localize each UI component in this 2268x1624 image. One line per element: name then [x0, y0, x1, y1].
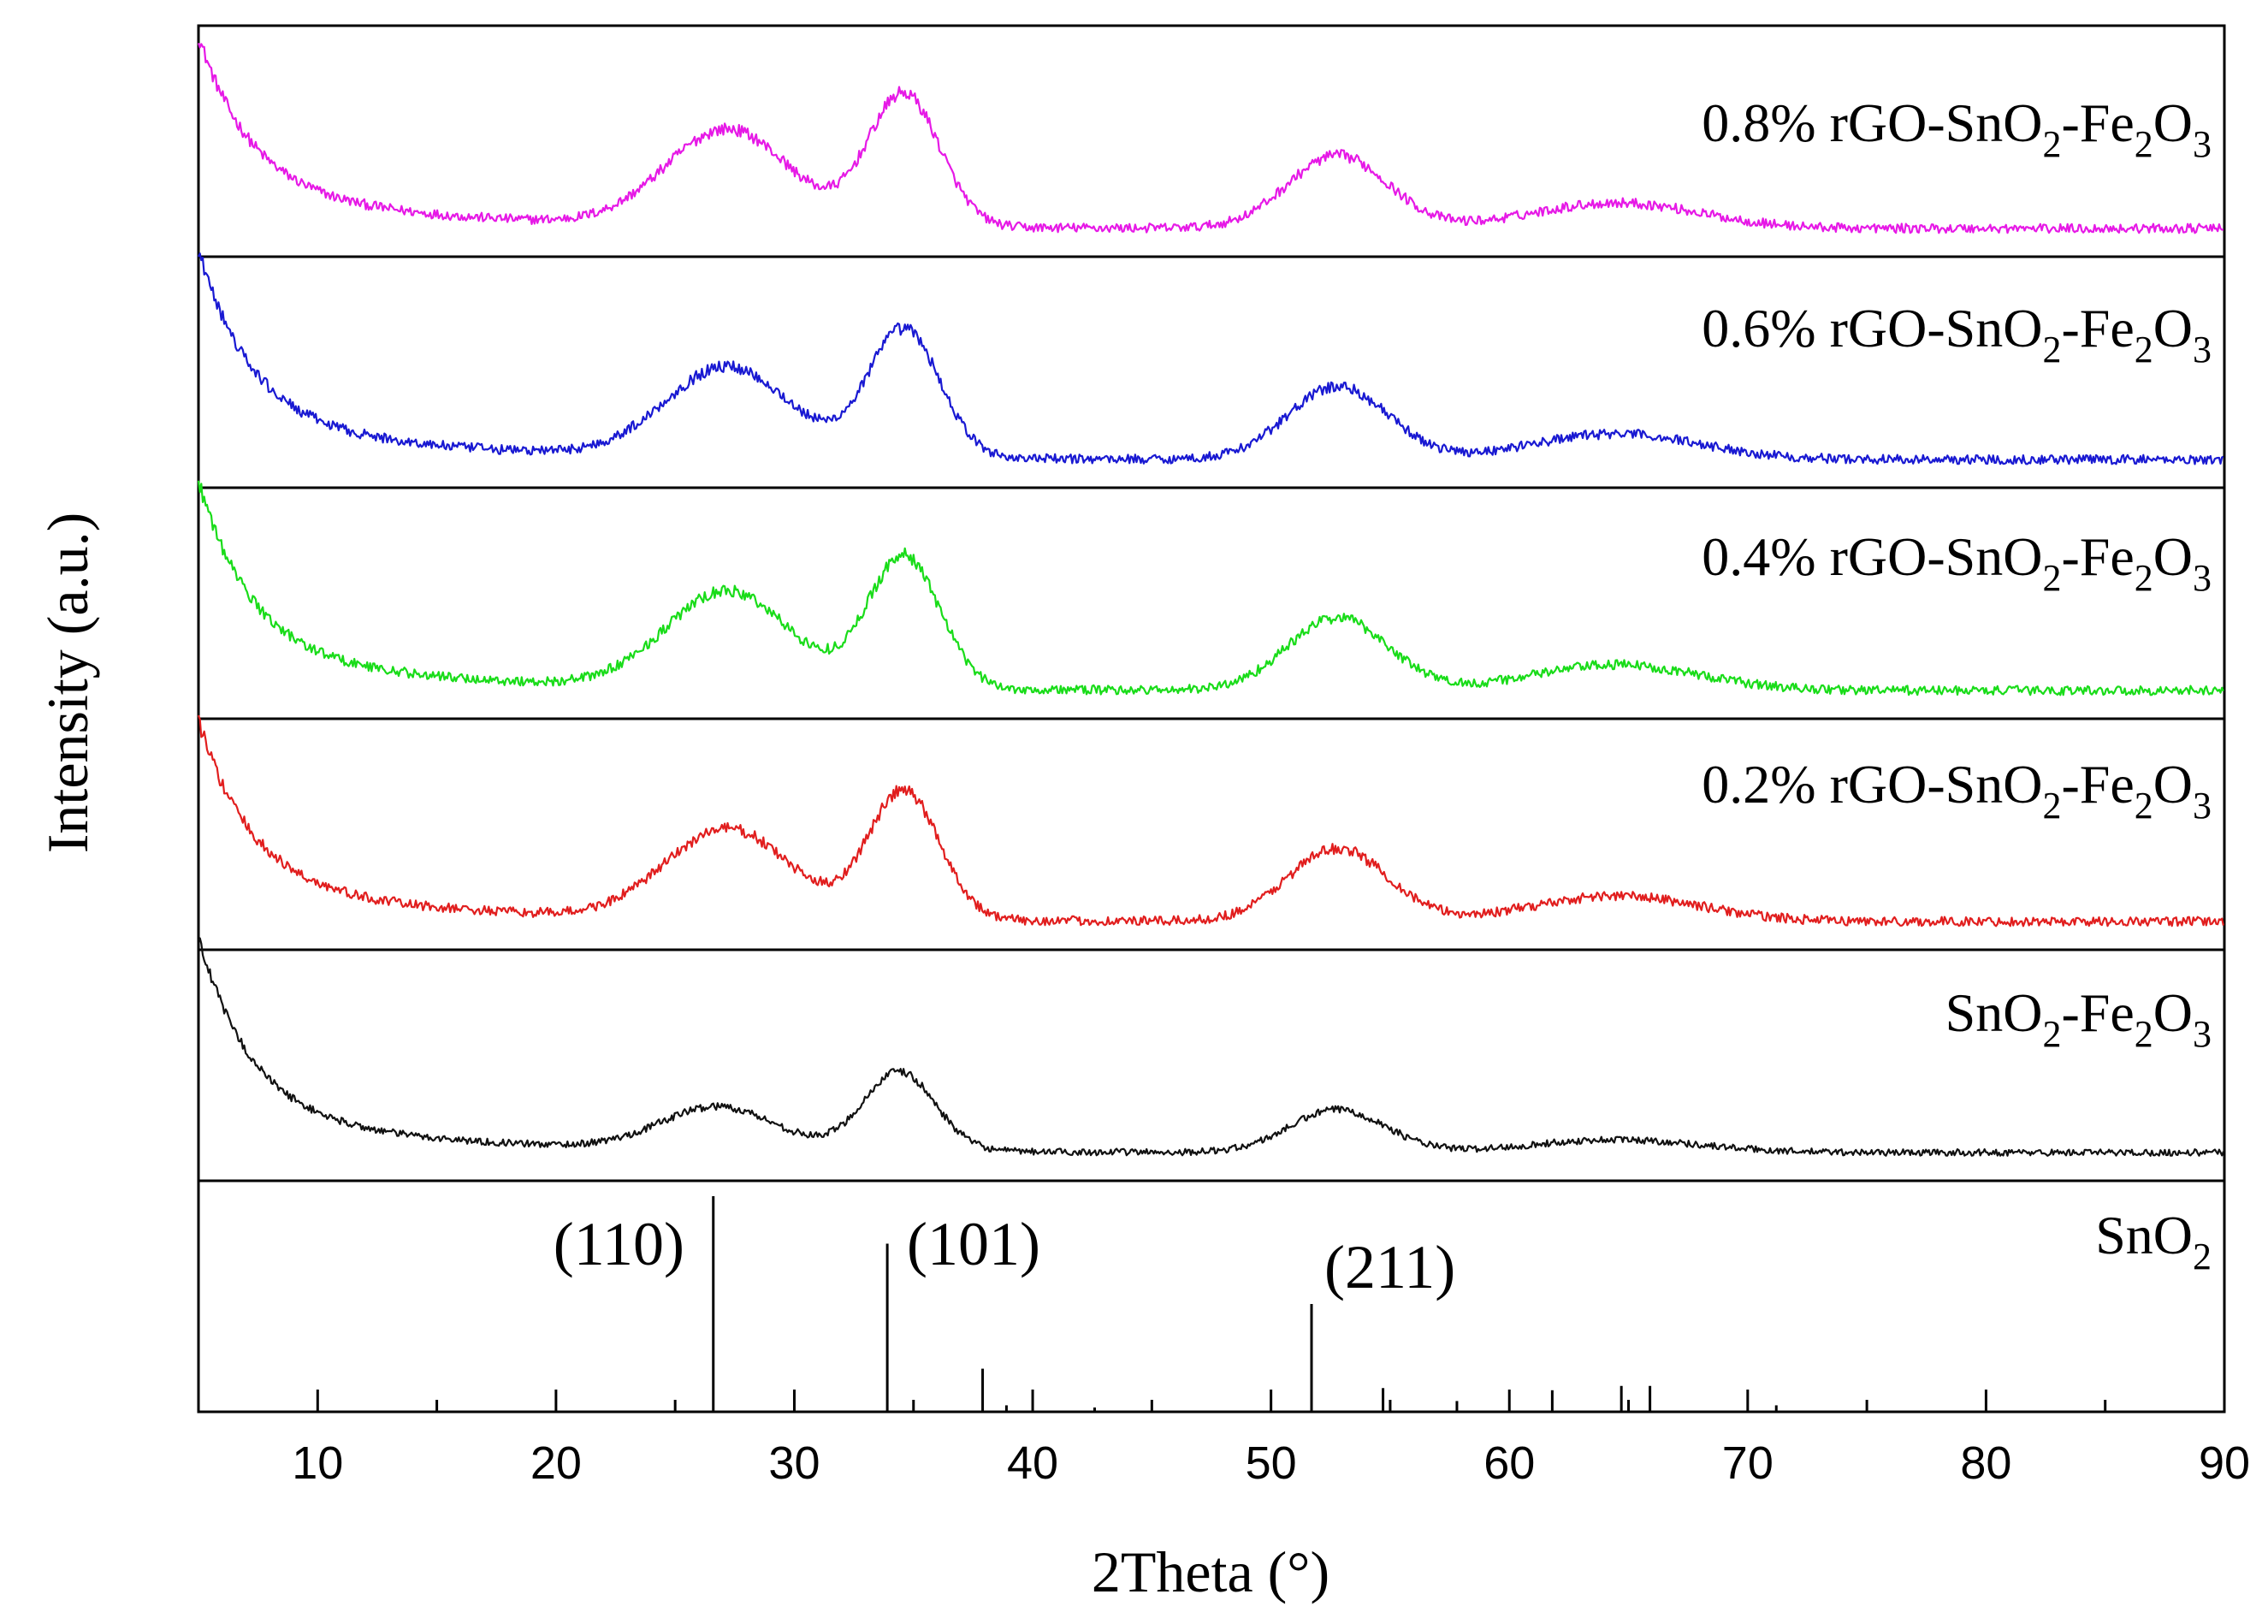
- x-tick-label: 60: [1483, 1437, 1535, 1489]
- x-axis: 10 20 30 40 50 60 70 80 90: [197, 1390, 2250, 1489]
- series-line-3: [197, 714, 2224, 928]
- series-label-0: 0.8% rGO-SnO2-Fe2O3: [1702, 92, 2212, 165]
- reference-label: SnO2: [2095, 1205, 2212, 1277]
- x-tick-label: 80: [1960, 1437, 2011, 1489]
- series-label-1: 0.6% rGO-SnO2-Fe2O3: [1702, 298, 2212, 370]
- panel-frame: [197, 948, 2226, 1182]
- x-tick-label: 10: [292, 1437, 343, 1489]
- series-label-3: 0.2% rGO-SnO2-Fe2O3: [1702, 754, 2212, 827]
- series-label-2: 0.4% rGO-SnO2-Fe2O3: [1702, 526, 2212, 599]
- x-tick-label: 40: [1007, 1437, 1058, 1489]
- y-axis-title: Intensity (a.u.): [35, 513, 100, 853]
- panel-frame: [197, 255, 2226, 489]
- x-tick-label: 30: [768, 1437, 820, 1489]
- x-axis-title: 2Theta (°): [1092, 1539, 1329, 1604]
- x-tick-label: 50: [1246, 1437, 1297, 1489]
- x-tick-label: 90: [2199, 1437, 2250, 1489]
- series-label-4: SnO2-Fe2O3: [1945, 982, 2212, 1055]
- panels: [197, 24, 2226, 1414]
- hkl-label-110: (110): [554, 1210, 684, 1278]
- series-line-2: [197, 480, 2224, 696]
- hkl-label-101: (101): [907, 1210, 1040, 1278]
- panel-frame: [197, 1179, 2226, 1414]
- series-line-0: [197, 43, 2224, 234]
- series-line-1: [198, 252, 2224, 465]
- x-tick-label: 70: [1722, 1437, 1774, 1489]
- hkl-label-211: (211): [1324, 1233, 1455, 1301]
- series-line-4: [198, 937, 2224, 1157]
- x-tick-label: 20: [530, 1437, 582, 1489]
